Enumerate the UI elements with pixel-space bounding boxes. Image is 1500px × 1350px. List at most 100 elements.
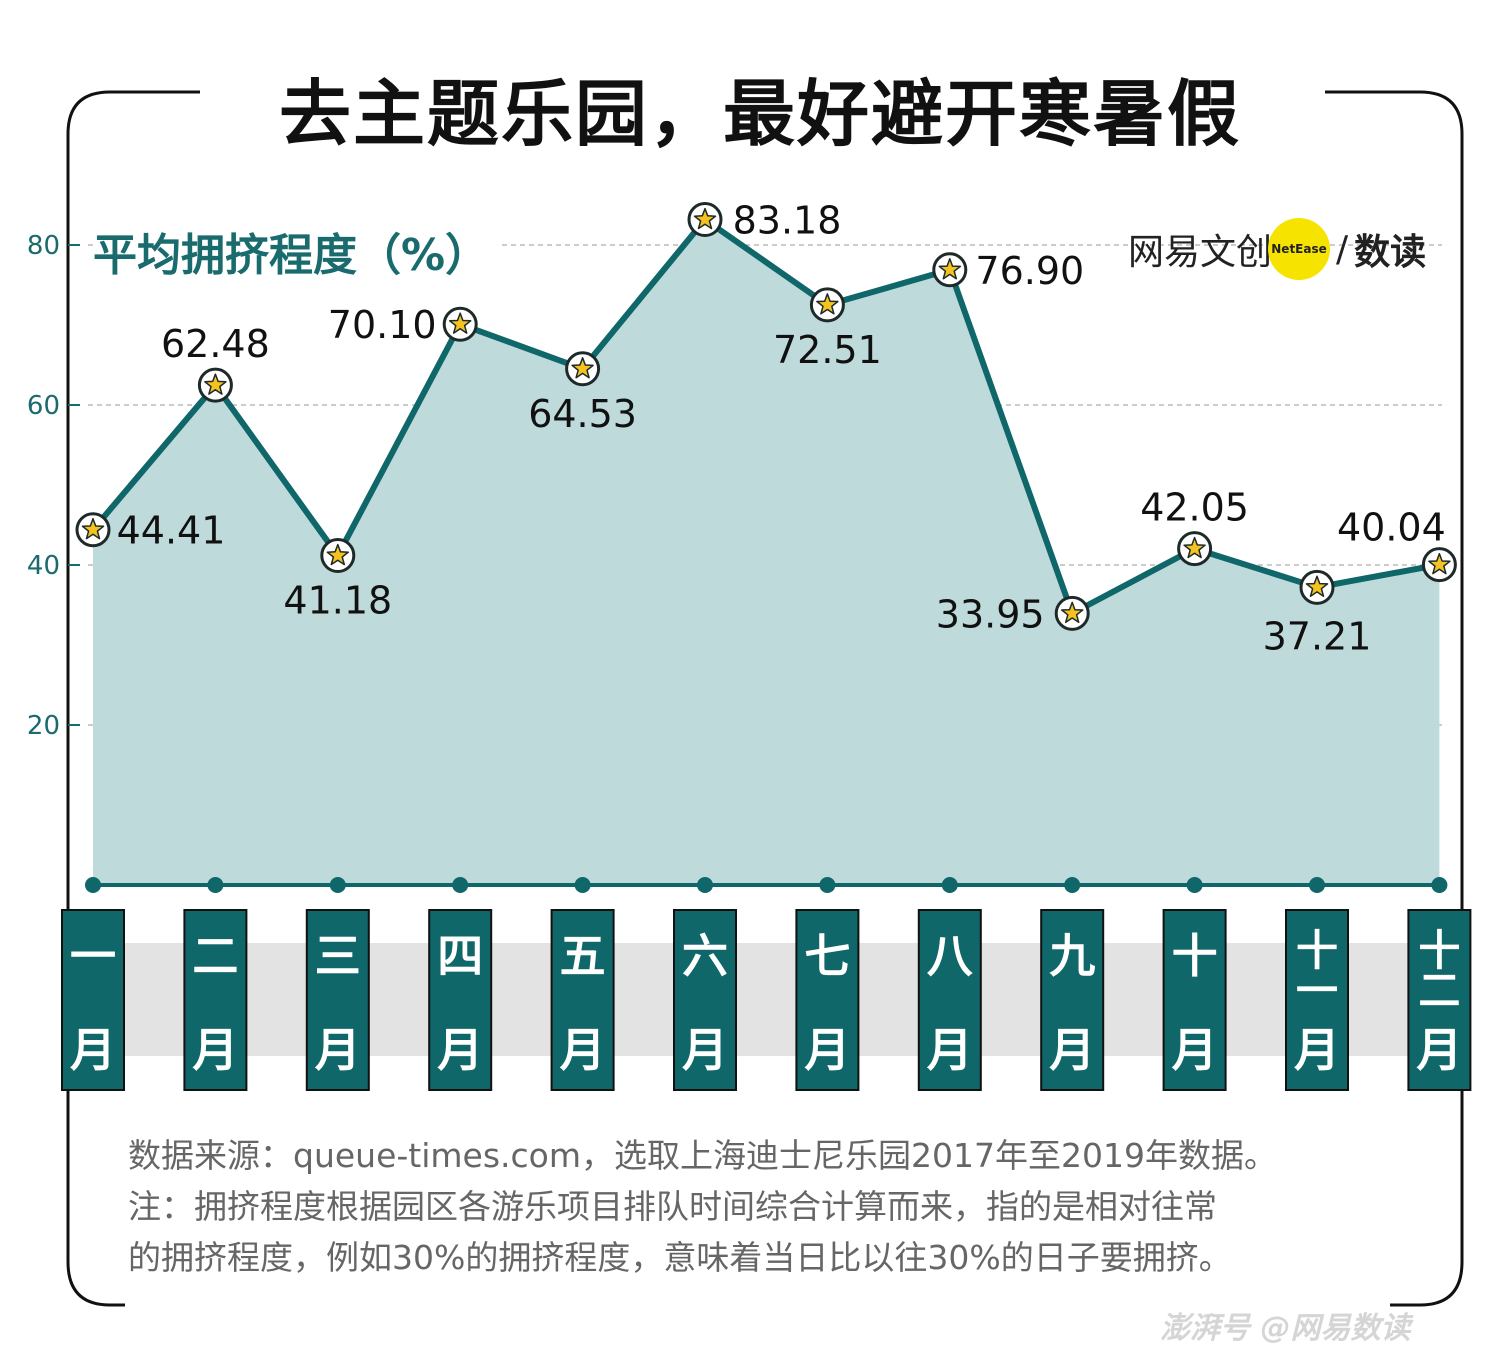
data-label: 72.51 (773, 328, 882, 372)
month-box (673, 909, 737, 1091)
month-label: 十一月 (1285, 909, 1349, 1091)
x-axis-dot (1431, 877, 1448, 893)
area-fill (93, 219, 1440, 885)
y-tick-label: 80 (27, 231, 60, 261)
month-box (61, 909, 125, 1091)
month-label: 十二月 (1407, 909, 1472, 1091)
month-char-top: 四 (437, 929, 483, 983)
month-char-bottom: 月 (1294, 1023, 1340, 1077)
month-char-mid: 一 (1296, 966, 1338, 1015)
star-icon (816, 293, 839, 315)
month-char-top: 三 (315, 929, 361, 983)
month-label: 四月 (428, 909, 493, 1091)
month-label: 二月 (183, 909, 248, 1091)
month-char-top: 十 (1172, 929, 1218, 983)
month-band (90, 943, 1452, 1056)
month-box (305, 909, 370, 1091)
star-icon (1428, 552, 1451, 575)
star-icon (938, 258, 962, 280)
brand-logo: 网易文创 NetEase / 数读 (1128, 218, 1427, 280)
month-box (550, 909, 615, 1091)
brand-name: 网易文创 (1128, 232, 1273, 273)
star-icon (1060, 601, 1084, 624)
star-icon (571, 357, 594, 379)
data-source-note: 数据来源：queue-times.com，选取上海迪士尼乐园2017年至2019… (128, 1136, 1277, 1175)
month-char-top: 五 (560, 929, 606, 983)
month-char-bottom: 月 (315, 1023, 361, 1077)
month-char-bottom: 月 (804, 1023, 850, 1077)
month-char-top: 六 (682, 929, 728, 983)
x-axis-dot (819, 877, 836, 893)
month-label: 八月 (917, 909, 982, 1091)
month-char-bottom: 月 (1416, 1023, 1462, 1077)
month-box (1040, 909, 1105, 1091)
x-axis-dot (941, 877, 958, 893)
data-label: 70.10 (328, 303, 437, 347)
data-label: 41.18 (283, 579, 392, 623)
month-char-mid: 二 (1418, 966, 1460, 1015)
notes-block: 数据来源：queue-times.com，选取上海迪士尼乐园2017年至2019… (128, 1130, 1448, 1283)
y-tick-label: 20 (27, 711, 60, 741)
x-axis-dot (1186, 877, 1203, 893)
x-axis-dot (697, 877, 713, 893)
watermark: 澎湃号 @网易数读 (1160, 1311, 1411, 1346)
x-axis-dot (1309, 877, 1325, 893)
star-icon (1305, 575, 1329, 597)
month-box (1407, 909, 1472, 1091)
month-box (795, 909, 860, 1091)
data-label: 76.90 (975, 249, 1084, 293)
month-char-bottom: 月 (192, 1023, 238, 1077)
month-char-bottom: 月 (70, 1023, 116, 1077)
month-char-bottom: 月 (682, 1023, 728, 1077)
month-char-top: 九 (1049, 929, 1095, 983)
month-box (1285, 909, 1349, 1091)
month-char-top: 八 (927, 929, 974, 983)
month-char-bottom: 月 (1172, 1023, 1218, 1077)
star-icon (326, 543, 350, 566)
data-label: 40.04 (1337, 506, 1446, 550)
data-label: 83.18 (733, 199, 842, 243)
month-char-bottom: 月 (560, 1023, 606, 1077)
x-axis-dot (452, 877, 469, 893)
month-box (183, 909, 248, 1091)
chart-title: 去主题乐园，最好避开寒暑假 (278, 72, 1241, 156)
star-icon (693, 207, 717, 230)
month-char-top: 十 (1296, 926, 1338, 975)
x-axis-dot (329, 877, 346, 893)
data-label: 37.21 (1263, 614, 1372, 658)
month-char-top: 二 (192, 929, 238, 983)
star-icon (204, 373, 227, 395)
x-axis-dot (574, 877, 591, 893)
y-tick-label: 40 (27, 551, 60, 581)
y-tick-label: 60 (27, 391, 60, 421)
star-icon (448, 312, 472, 334)
month-label: 六月 (673, 909, 737, 1091)
month-label: 十月 (1162, 909, 1227, 1091)
month-char-bottom: 月 (927, 1023, 973, 1077)
month-box (428, 909, 493, 1091)
brand-sub: 数读 (1354, 232, 1427, 273)
month-char-bottom: 月 (1049, 1023, 1095, 1077)
month-char-top: 十 (1418, 926, 1460, 975)
month-box (917, 909, 982, 1091)
month-box (1162, 909, 1227, 1091)
month-char-top: 七 (804, 929, 850, 983)
month-label: 五月 (550, 909, 615, 1091)
data-label: 42.05 (1140, 486, 1249, 530)
month-label: 一月 (61, 909, 125, 1091)
brand-slash: / (1336, 228, 1349, 270)
definition-note-line2: 的拥挤程度，例如30%的拥挤程度，意味着当日比以往30%的日子要拥挤。 (128, 1238, 1232, 1277)
data-label: 33.95 (936, 592, 1045, 636)
y-axis-label: 平均拥挤程度（%） (93, 219, 502, 283)
star-icon (81, 517, 105, 540)
star-icon (1183, 536, 1206, 559)
month-char-bottom: 月 (437, 1023, 483, 1077)
x-axis-dot (85, 877, 101, 893)
data-label: 44.41 (117, 509, 226, 553)
x-axis-dot (1064, 877, 1081, 893)
month-char-top: 一 (70, 929, 116, 983)
brand-badge: NetEase (1268, 218, 1331, 280)
month-label: 七月 (795, 909, 860, 1091)
definition-note-line1: 注：拥挤程度根据园区各游乐项目排队时间综合计算而来，指的是相对往常 (128, 1187, 1217, 1226)
